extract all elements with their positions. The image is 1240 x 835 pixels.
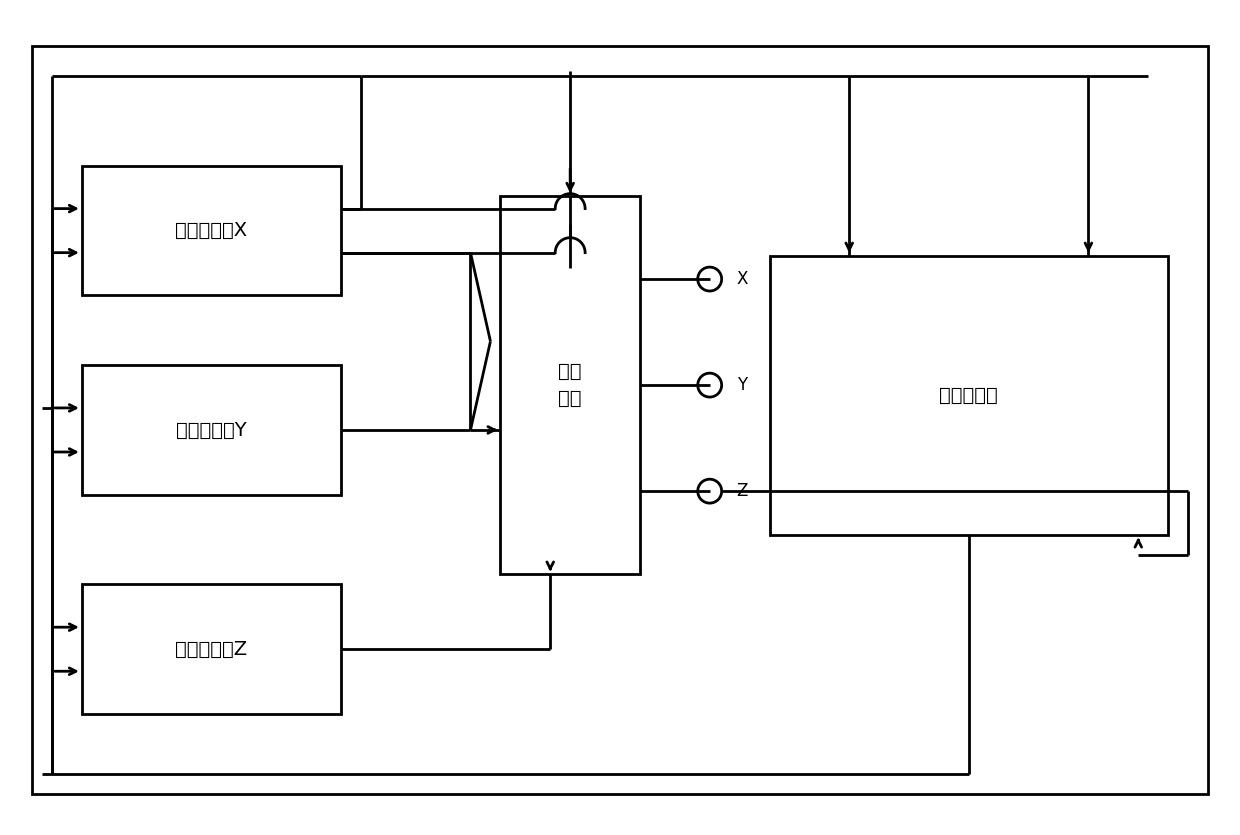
- Text: 迭代积分器Y: 迭代积分器Y: [176, 421, 247, 439]
- Bar: [82, 166, 341, 296]
- Text: Y: Y: [737, 376, 746, 394]
- Bar: [770, 256, 1168, 534]
- Text: 组合乘法器: 组合乘法器: [940, 386, 998, 405]
- Text: 迭代积分器X: 迭代积分器X: [175, 221, 248, 240]
- Text: Z: Z: [737, 482, 748, 500]
- Bar: [82, 365, 341, 495]
- Text: 迭代积分器Z: 迭代积分器Z: [175, 640, 248, 659]
- Bar: [32, 46, 1208, 794]
- Text: 输出
模块: 输出 模块: [558, 362, 582, 407]
- Text: X: X: [737, 270, 748, 288]
- Bar: [501, 195, 640, 574]
- Bar: [82, 584, 341, 714]
